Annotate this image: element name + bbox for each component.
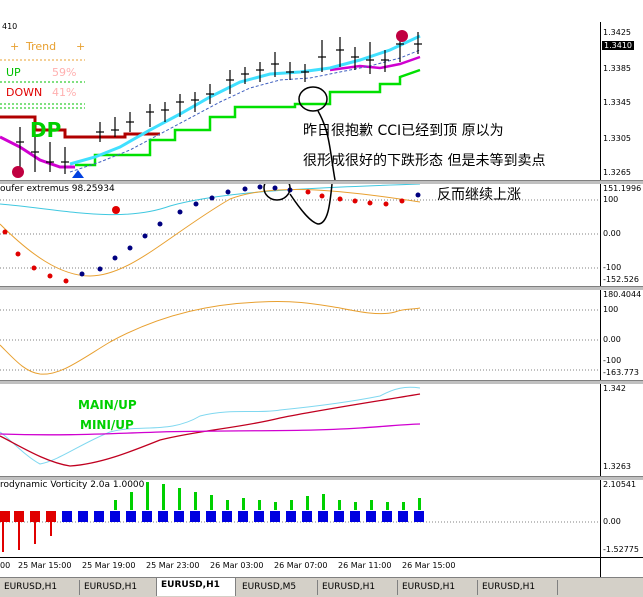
time-label: 26 Mar 03:00 <box>210 561 264 570</box>
axis-tick: -100 <box>603 356 622 365</box>
vorticity-boxes <box>0 511 424 522</box>
main-mini-axis: 1.342 1.3263 <box>600 384 643 476</box>
axis-tick: 1.3425 <box>603 28 631 37</box>
tab-eurusd-h1-active[interactable]: EURUSD,H1 <box>156 578 236 596</box>
vorticity-title: rodynamic Vorticity 2.0a 1.0000 <box>0 480 145 490</box>
trend-plus-right: + <box>76 40 86 53</box>
axis-tick: 0.00 <box>603 335 621 344</box>
vorticity-axis: 2.10541 0.00 -1.52775 <box>600 480 643 557</box>
axis-tick: 151.1996 <box>603 184 642 193</box>
time-label: 00 <box>0 561 11 570</box>
annotation-line-2: 很形成很好的下跌形态 但是未等到卖点 <box>303 153 546 169</box>
sell-signal-circle <box>12 166 24 178</box>
oscillator-svg <box>0 301 600 375</box>
green-step-line <box>75 68 421 167</box>
time-label: 26 Mar 11:00 <box>338 561 392 570</box>
axis-tick: -152.526 <box>603 275 639 284</box>
cci-dots <box>2 184 421 284</box>
axis-tick: -100 <box>603 263 622 272</box>
price-pane[interactable]: 410 + Trend + UP 59% DOWN 41% DP 昨日很抱歉 C… <box>0 22 600 180</box>
cyan-line <box>69 34 421 166</box>
time-label: 26 Mar 07:00 <box>274 561 328 570</box>
axis-tick: 100 <box>603 195 619 204</box>
chart-tabs: EURUSD,H1 EURUSD,H1 EURUSD,H1 EURUSD,M5 … <box>0 577 643 597</box>
time-label: 25 Mar 23:00 <box>146 561 200 570</box>
tab-eurusd-h1[interactable]: EURUSD,H1 <box>398 580 478 595</box>
cci-pane[interactable]: oufer extremus 98.25934 反而继续上涨 <box>0 184 600 286</box>
down-pct: 41% <box>52 86 77 99</box>
trend-label: Trend <box>26 40 57 53</box>
time-label: 25 Mar 15:00 <box>18 561 72 570</box>
axis-tick: 0.00 <box>603 229 621 238</box>
dp-label: DP <box>30 118 62 142</box>
mini-up-label: MINI/UP <box>80 418 134 432</box>
hand-drawn-circle <box>263 184 291 201</box>
sell-signal-circle-top <box>396 30 408 42</box>
axis-tick: 100 <box>603 305 619 314</box>
trend-plus-left: + <box>10 40 20 53</box>
axis-tick: 1.3265 <box>603 168 631 177</box>
up-pct: 59% <box>52 66 77 79</box>
time-axis: 00 25 Mar 15:00 25 Mar 19:00 25 Mar 23:0… <box>0 557 600 577</box>
axis-tick: 1.3345 <box>603 98 631 107</box>
axis-tick: 1.3305 <box>603 134 631 143</box>
current-price-label: 1.3410 <box>602 41 634 50</box>
down-label: DOWN <box>6 86 43 99</box>
main-mini-svg <box>0 386 421 467</box>
buy-arrow-icon <box>72 170 84 178</box>
oscillator-axis: 180.4044 100 0.00 -100 -163.773 <box>600 290 643 380</box>
cci-axis: 151.1996 100 0.00 -100 -152.526 <box>600 184 643 286</box>
vorticity-svg <box>0 482 600 552</box>
tab-eurusd-h1[interactable]: EURUSD,H1 <box>0 580 80 595</box>
hand-drawn-circle <box>298 86 328 112</box>
annotation-line-1: 昨日很抱歉 CCI已经到顶 原以为 <box>303 123 504 139</box>
main-mini-pane[interactable]: MAIN/UP MINI/UP <box>0 384 600 476</box>
candles <box>16 32 422 174</box>
tab-eurusd-h1[interactable]: EURUSD,H1 <box>318 580 398 595</box>
time-label: 26 Mar 15:00 <box>402 561 456 570</box>
axis-tick: 0.00 <box>603 517 621 526</box>
corner-label: 410 <box>2 22 18 31</box>
axis-tick: 1.342 <box>603 384 626 393</box>
cci-title: oufer extremus 98.25934 <box>0 184 115 194</box>
axis-corner <box>600 557 643 578</box>
cci-svg <box>0 184 600 284</box>
tab-eurusd-h1[interactable]: EURUSD,H1 <box>80 580 160 595</box>
vorticity-bars <box>2 482 421 552</box>
axis-tick: -1.52775 <box>603 545 639 554</box>
price-axis: 1.3425 1.3410 1.3385 1.3345 1.3305 1.326… <box>600 22 643 180</box>
tab-eurusd-m5[interactable]: EURUSD,M5 <box>238 580 318 595</box>
price-chart-svg <box>0 30 422 180</box>
annotation-line-3: 反而继续上涨 <box>437 187 521 203</box>
time-label: 25 Mar 19:00 <box>82 561 136 570</box>
tab-eurusd-h1[interactable]: EURUSD,H1 <box>478 580 558 595</box>
up-label: UP <box>6 66 21 79</box>
axis-tick: -163.773 <box>603 368 639 377</box>
oscillator-pane[interactable] <box>0 290 600 380</box>
axis-tick: 180.4044 <box>603 290 642 299</box>
vorticity-pane[interactable]: rodynamic Vorticity 2.0a 1.0000 <box>0 480 600 557</box>
red-step-line <box>0 115 160 139</box>
main-up-label: MAIN/UP <box>78 398 137 412</box>
axis-tick: 1.3263 <box>603 462 631 471</box>
axis-tick: 2.10541 <box>603 480 637 489</box>
axis-tick: 1.3385 <box>603 64 631 73</box>
